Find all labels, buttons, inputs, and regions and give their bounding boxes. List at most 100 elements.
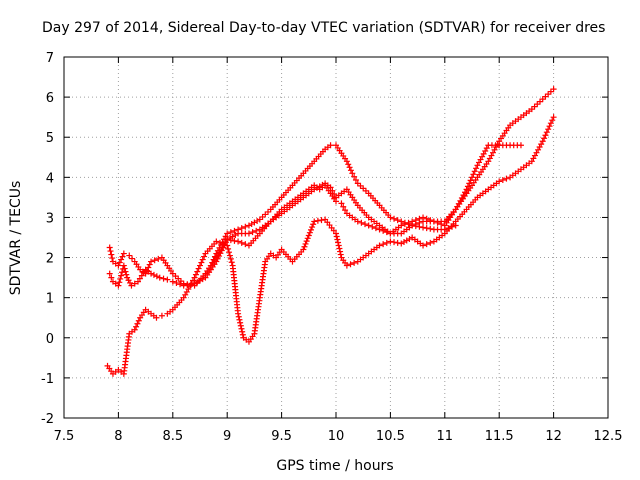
data-point bbox=[164, 276, 171, 283]
y-tick-label: 7 bbox=[46, 51, 54, 66]
series-markers bbox=[131, 280, 138, 287]
series-markers bbox=[464, 165, 480, 190]
series-markers bbox=[351, 173, 359, 184]
series-markers bbox=[401, 224, 413, 235]
series-markers bbox=[391, 230, 401, 237]
series-markers bbox=[291, 172, 305, 186]
y-axis-label: SDTVAR / TECUs bbox=[8, 181, 24, 296]
series-markers bbox=[107, 248, 116, 262]
series-markers bbox=[269, 196, 283, 211]
series-markers bbox=[531, 98, 543, 110]
series-markers bbox=[411, 236, 424, 247]
series-markers bbox=[401, 236, 413, 246]
series-markers bbox=[367, 192, 381, 207]
x-tick-label: 7.5 bbox=[54, 429, 75, 444]
data-point bbox=[387, 238, 394, 245]
series-markers bbox=[510, 142, 521, 149]
series-markers bbox=[264, 253, 272, 262]
series-markers bbox=[329, 193, 338, 202]
data-point bbox=[134, 278, 141, 285]
series-markers bbox=[369, 223, 379, 232]
data-point bbox=[496, 178, 503, 185]
series-markers bbox=[259, 220, 271, 231]
series-markers bbox=[133, 317, 142, 330]
series-markers bbox=[172, 273, 184, 285]
series-markers bbox=[204, 261, 218, 278]
series-markers bbox=[412, 223, 423, 230]
series-markers bbox=[423, 225, 434, 232]
series-group bbox=[207, 142, 459, 269]
x-tick-label: 10 bbox=[328, 429, 345, 444]
data-point bbox=[180, 280, 187, 287]
series-markers bbox=[247, 333, 256, 343]
data-point bbox=[343, 158, 350, 165]
series-markers bbox=[542, 88, 554, 100]
series-markers bbox=[292, 192, 304, 203]
x-tick-label: 12 bbox=[545, 429, 562, 444]
series-markers bbox=[391, 239, 401, 246]
series-markers bbox=[193, 273, 207, 287]
data-point bbox=[156, 274, 163, 281]
series-markers bbox=[530, 141, 545, 162]
series-markers bbox=[291, 248, 305, 263]
data-point bbox=[245, 230, 252, 237]
series-markers bbox=[356, 204, 370, 219]
y-tick-label: 3 bbox=[46, 211, 54, 226]
series-markers bbox=[160, 275, 167, 282]
data-point bbox=[235, 310, 242, 317]
series-markers bbox=[151, 255, 162, 264]
series-markers bbox=[313, 181, 326, 191]
series-markers bbox=[302, 160, 316, 174]
data-point bbox=[191, 274, 198, 281]
series-markers bbox=[129, 255, 135, 262]
series-markers bbox=[226, 231, 239, 242]
series-markers bbox=[238, 230, 249, 237]
series-markers bbox=[248, 217, 261, 227]
series-markers bbox=[280, 184, 294, 198]
data-point bbox=[409, 222, 416, 229]
series-markers bbox=[488, 180, 500, 191]
data-point bbox=[420, 224, 427, 231]
data-point bbox=[550, 114, 557, 121]
y-tick-label: 1 bbox=[46, 292, 54, 307]
data-point bbox=[224, 242, 231, 249]
series-markers bbox=[281, 204, 293, 215]
series-markers bbox=[346, 212, 359, 223]
series-markers bbox=[465, 196, 479, 211]
data-point bbox=[207, 262, 214, 269]
data-point bbox=[327, 184, 334, 191]
data-point bbox=[333, 230, 339, 237]
series-markers bbox=[329, 187, 338, 198]
series-markers bbox=[314, 217, 325, 224]
series-markers bbox=[345, 189, 359, 206]
y-tick-label: -2 bbox=[41, 412, 54, 427]
series-markers bbox=[499, 175, 510, 184]
series-markers bbox=[498, 124, 512, 142]
data-point bbox=[235, 226, 242, 233]
series-markers bbox=[227, 237, 238, 244]
series-markers bbox=[423, 218, 434, 225]
y-tick-label: -1 bbox=[41, 372, 54, 387]
series-markers bbox=[454, 193, 468, 210]
series-layer bbox=[104, 86, 557, 377]
series-markers bbox=[160, 257, 174, 274]
x-tick-label: 11 bbox=[437, 429, 454, 444]
series-markers bbox=[150, 271, 160, 280]
data-point bbox=[126, 252, 133, 259]
series-markers bbox=[357, 182, 369, 194]
series-markers bbox=[184, 281, 194, 288]
data-point bbox=[539, 138, 546, 145]
series-markers bbox=[358, 219, 369, 228]
data-point bbox=[387, 214, 394, 221]
series-markers bbox=[334, 144, 343, 154]
series-markers bbox=[520, 108, 533, 119]
series-markers bbox=[433, 232, 446, 243]
series-markers bbox=[324, 219, 337, 234]
series-markers bbox=[108, 274, 115, 281]
series-markers bbox=[121, 333, 132, 374]
series-markers bbox=[106, 365, 115, 375]
series-markers bbox=[486, 141, 501, 162]
y-tick-label: 2 bbox=[46, 252, 54, 267]
